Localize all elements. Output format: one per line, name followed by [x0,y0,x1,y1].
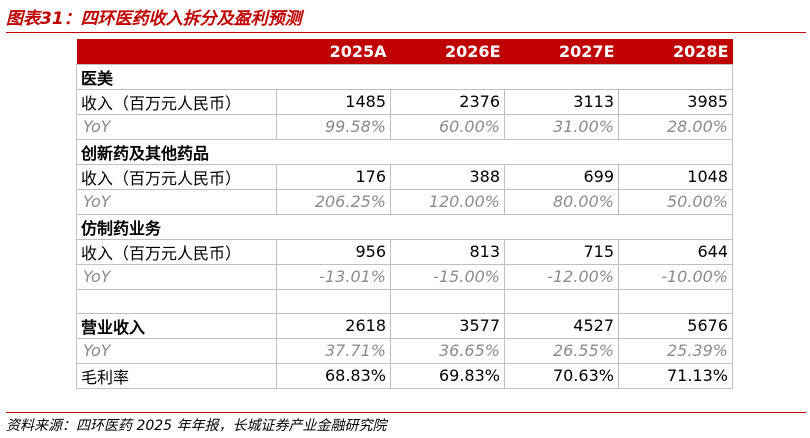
cell-value: 28.00% [618,113,733,140]
row-label: 收入（百万元人民币） [76,163,277,190]
table-row: YoY 206.25% 120.00% 80.00% 50.00% [76,188,733,215]
cell-value: 176 [276,163,391,190]
revenue-forecast-table: 2025A 2026E 2027E 2028E 医美 收入（百万元人民币） 14… [76,39,733,389]
section-header-row: 医美 [76,63,733,90]
row-label: 营业收入 [76,312,277,339]
cell-value: 699 [504,163,619,190]
row-label: YoY [76,113,277,140]
cell-value: 3577 [390,312,505,339]
cell-value: 36.65% [390,337,505,364]
cell-value: 715 [504,238,619,265]
header-2025a: 2025A [276,39,391,64]
cell-value: 71.13% [618,362,733,389]
header-2027e: 2027E [504,39,619,64]
cell-value: 3113 [504,88,619,115]
section-title: 仿制药业务 [76,213,733,240]
cell-value: 4527 [504,312,619,339]
header-2026e: 2026E [390,39,505,64]
spacer-row [76,288,733,314]
spacer-cell [276,288,391,314]
cell-value: 70.63% [504,362,619,389]
table-row: 收入（百万元人民币） 956 813 715 644 [76,238,733,265]
gross-margin-row: 毛利率 68.83% 69.83% 70.63% 71.13% [76,362,733,389]
row-label: YoY [76,188,277,215]
row-label: YoY [76,337,277,364]
header-2028e: 2028E [618,39,733,64]
cell-value: 60.00% [390,113,505,140]
cell-value: 25.39% [618,337,733,364]
section-title: 医美 [76,63,733,90]
table-row: YoY -13.01% -15.00% -12.00% -10.00% [76,263,733,290]
figure-title: 图表31：四环医药收入拆分及盈利预测 [6,9,302,29]
cell-value: 69.83% [390,362,505,389]
cell-value: 644 [618,238,733,265]
cell-value: 26.55% [504,337,619,364]
table-row: 收入（百万元人民币） 1485 2376 3113 3985 [76,88,733,115]
cell-value: 2376 [390,88,505,115]
row-label: 毛利率 [76,362,277,389]
row-label: 收入（百万元人民币） [76,88,277,115]
section-header-row: 创新药及其他药品 [76,138,733,165]
cell-value: -10.00% [618,263,733,290]
cell-value: 31.00% [504,113,619,140]
cell-value: -12.00% [504,263,619,290]
total-yoy-row: YoY 37.71% 36.65% 26.55% 25.39% [76,337,733,364]
cell-value: 37.71% [276,337,391,364]
source-note: 资料来源：四环医药 2025 年年报，长城证券产业金融研究院 [6,418,387,434]
cell-value: 5676 [618,312,733,339]
title-divider [6,32,806,33]
total-revenue-row: 营业收入 2618 3577 4527 5676 [76,312,733,339]
row-label: YoY [76,263,277,290]
spacer-cell [76,288,277,314]
spacer-cell [390,288,505,314]
header-row: 2025A 2026E 2027E 2028E [76,39,733,64]
cell-value: 80.00% [504,188,619,215]
cell-value: 388 [390,163,505,190]
spacer-cell [504,288,619,314]
table-row: 收入（百万元人民币） 176 388 699 1048 [76,163,733,190]
cell-value: -13.01% [276,263,391,290]
spacer-cell [618,288,733,314]
section-header-row: 仿制药业务 [76,213,733,240]
cell-value: 956 [276,238,391,265]
section-title: 创新药及其他药品 [76,138,733,165]
source-divider [6,412,806,413]
cell-value: 2618 [276,312,391,339]
cell-value: 68.83% [276,362,391,389]
cell-value: -15.00% [390,263,505,290]
row-label: 收入（百万元人民币） [76,238,277,265]
cell-value: 120.00% [390,188,505,215]
cell-value: 3985 [618,88,733,115]
cell-value: 206.25% [276,188,391,215]
header-blank-cell [76,39,277,64]
cell-value: 1485 [276,88,391,115]
table-row: YoY 99.58% 60.00% 31.00% 28.00% [76,113,733,140]
cell-value: 1048 [618,163,733,190]
cell-value: 99.58% [276,113,391,140]
cell-value: 50.00% [618,188,733,215]
cell-value: 813 [390,238,505,265]
